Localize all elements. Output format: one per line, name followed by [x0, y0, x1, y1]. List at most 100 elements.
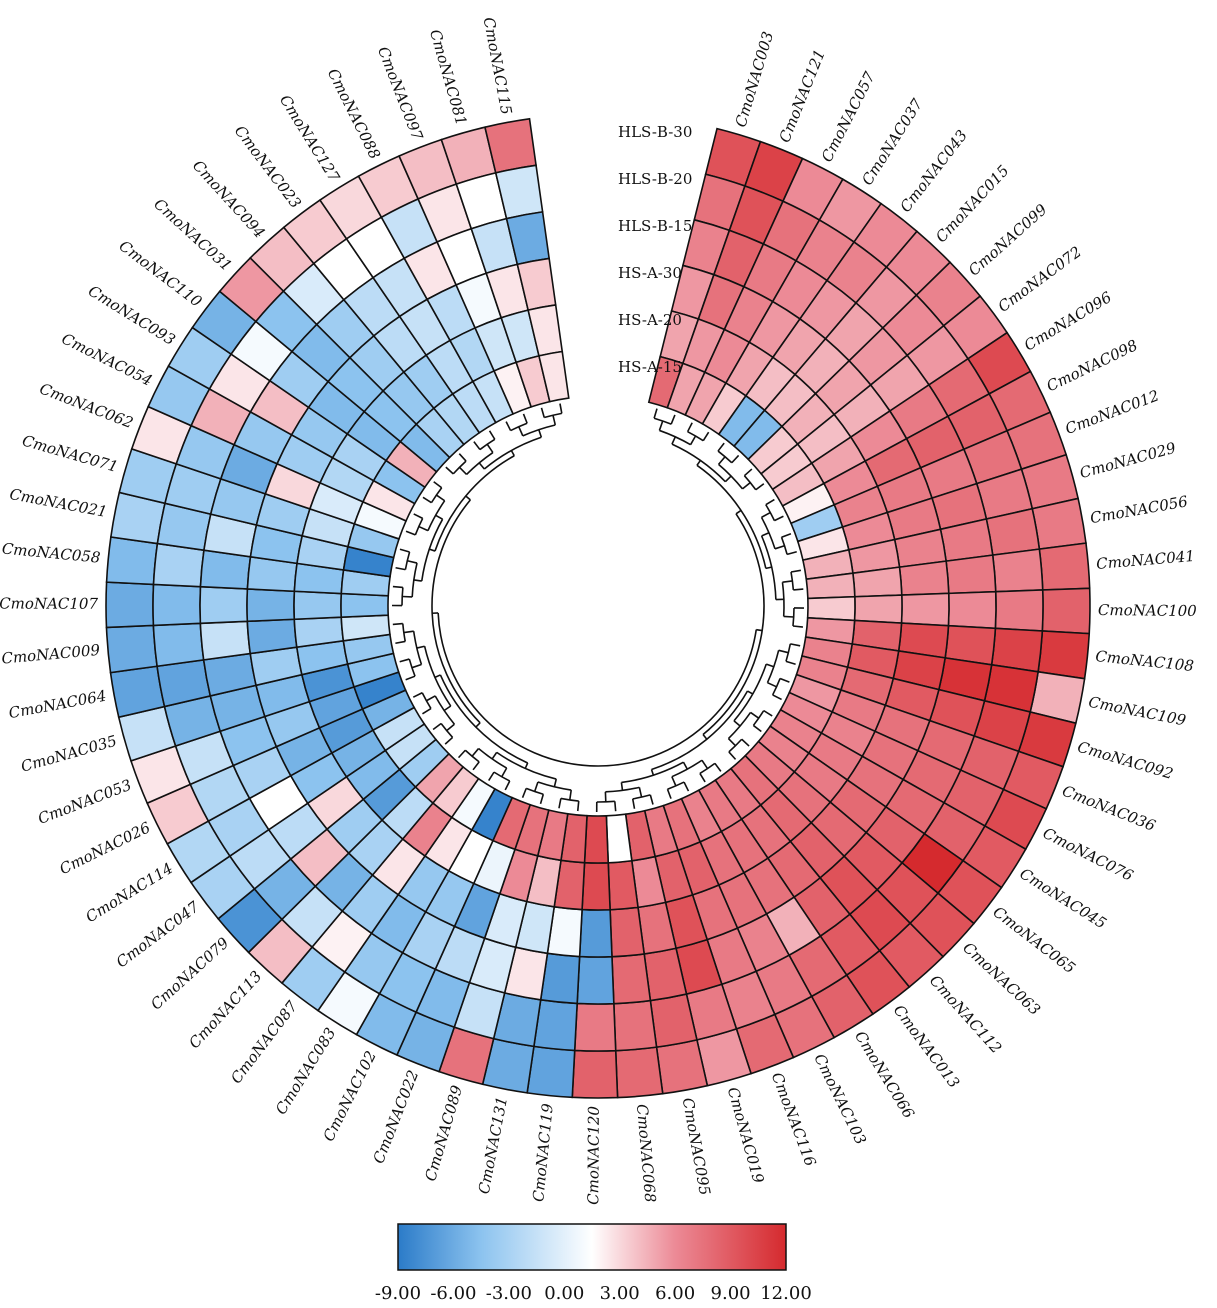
gene-label: CmoNAC109: [1087, 693, 1188, 730]
heatmap-cells: [105, 117, 1091, 1099]
dendrogram-branch: [767, 681, 777, 688]
gene-label: CmoNAC019: [724, 1085, 768, 1185]
dendrogram-branch: [702, 513, 765, 736]
dendrogram-branch: [426, 695, 436, 702]
track-label: HS-A-20: [618, 311, 682, 329]
dendrogram-branch: [392, 585, 403, 589]
heatmap-cell: [900, 592, 950, 627]
heatmap-cell: [898, 560, 950, 596]
dendrogram-branch: [765, 504, 776, 521]
dendrogram-branch: [783, 615, 794, 618]
gene-label: CmoNAC100: [1098, 601, 1197, 620]
dendrogram-branch: [786, 550, 797, 556]
dendrogram-branch: [689, 435, 697, 446]
dendrogram-branch: [395, 640, 406, 645]
dendrogram: [391, 403, 804, 813]
dendrogram-branch: [728, 751, 737, 760]
dendrogram-branch: [429, 548, 436, 552]
dendrogram-branch: [750, 711, 760, 719]
gene-label: CmoNAC023: [231, 122, 305, 212]
dendrogram-branch: [558, 798, 562, 809]
gene-label: CmoNAC066: [851, 1028, 918, 1122]
dendrogram-branch: [440, 723, 454, 738]
dendrogram-branch: [458, 466, 468, 475]
heatmap-cell: [853, 594, 903, 624]
dendrogram-branch: [552, 415, 557, 426]
dendrogram-branch: [434, 674, 441, 679]
color-legend-ticks: -9.00 -6.00 -3.00 0.00 3.00 6.00 9.00 12.00: [375, 1283, 812, 1304]
dendrogram-branch: [699, 762, 716, 775]
dendrogram-branch: [422, 707, 432, 715]
heatmap-cell: [537, 350, 570, 403]
gene-label: CmoNAC116: [768, 1070, 820, 1169]
dendrogram-branch: [465, 451, 494, 475]
dendrogram-branch: [667, 781, 685, 791]
dendrogram-branch: [521, 788, 527, 798]
gene-label: CmoNAC081: [426, 27, 470, 127]
dendrogram-branch: [431, 499, 481, 724]
gene-label: CmoNAC021: [8, 485, 108, 521]
dendrogram-branch: [699, 773, 706, 783]
dendrogram-branch: [790, 571, 795, 590]
heatmap-cell: [340, 592, 390, 619]
dendrogram-branch: [403, 630, 414, 634]
dendrogram-branch: [790, 643, 801, 647]
dendrogram-branch: [437, 612, 758, 767]
gene-label: CmoNAC088: [324, 66, 384, 162]
legend-tick-label: 6.00: [655, 1283, 695, 1304]
gene-label: CmoNAC031: [150, 195, 235, 275]
dendrogram-branch: [505, 421, 512, 431]
dendrogram-branch: [658, 420, 664, 431]
legend-tick-label: -9.00: [375, 1283, 421, 1304]
gene-label: CmoNAC131: [475, 1095, 511, 1195]
dendrogram-branch: [443, 705, 452, 712]
dendrogram-branch: [544, 412, 562, 419]
dendrogram-branch: [533, 781, 539, 792]
dendrogram-branch: [446, 723, 455, 732]
track-label: HS-A-15: [618, 358, 682, 376]
dendrogram-branch: [405, 675, 416, 681]
heatmap-cell: [583, 814, 610, 864]
dendrogram-branch: [781, 582, 785, 617]
gene-label: CmoNAC056: [1089, 492, 1190, 527]
dendrogram-branch: [763, 709, 773, 717]
dendrogram-branch: [733, 663, 767, 722]
dendrogram-branch: [504, 780, 511, 791]
heatmap-cell: [991, 548, 1044, 593]
dendrogram-branch: [488, 430, 496, 440]
dendrogram-branch: [785, 643, 792, 662]
dendrogram-branch: [418, 525, 429, 532]
gene-label: CmoNAC107: [0, 595, 98, 613]
track-label: HLS-B-15: [618, 217, 692, 235]
gene-label: CmoNAC071: [20, 431, 120, 476]
gene-label: CmoNAC041: [1095, 547, 1195, 573]
gene-label: CmoNAC095: [679, 1096, 714, 1196]
dendrogram-branch: [540, 407, 546, 418]
gene-label: CmoNAC009: [1, 641, 101, 668]
gene-label: CmoNAC068: [633, 1103, 659, 1203]
dendrogram-branch: [792, 625, 804, 628]
dendrogram-branch: [522, 413, 528, 424]
gene-label: CmoNAC115: [480, 16, 516, 116]
heatmap-cell: [573, 1002, 617, 1052]
track-label: HLS-B-30: [618, 123, 692, 141]
dendrogram-branch: [445, 466, 454, 475]
gene-label: CmoNAC108: [1095, 647, 1195, 675]
dendrogram-branch: [671, 436, 677, 445]
gene-label: CmoNAC064: [7, 687, 107, 723]
dendrogram-branch: [475, 722, 481, 728]
dendrogram-branch: [412, 692, 423, 698]
dendrogram-branch: [465, 495, 471, 501]
dendrogram-branch: [434, 695, 456, 725]
heatmap-cell: [152, 542, 205, 588]
dendrogram-branch: [755, 483, 765, 491]
gene-label: CmoNAC013: [890, 1001, 963, 1091]
dendrogram-branch: [741, 738, 750, 747]
dendrogram-branch: [524, 762, 529, 769]
heatmap-cell: [1037, 630, 1091, 680]
dendrogram-branch: [714, 762, 722, 772]
gene-label: CmoNAC026: [57, 818, 154, 878]
color-legend-bar: [397, 1223, 787, 1271]
gene-label: CmoNAC113: [185, 967, 265, 1052]
